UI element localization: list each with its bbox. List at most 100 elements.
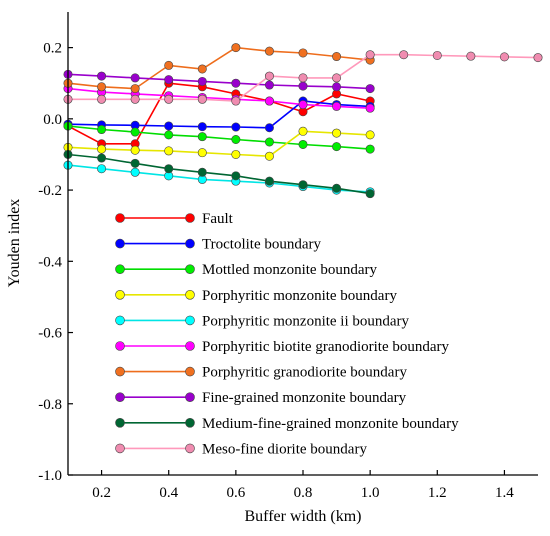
y-tick-label: -0.2: [38, 183, 62, 199]
x-axis-title: Buffer width (km): [244, 508, 361, 525]
data-point: [332, 142, 342, 152]
legend-marker: [185, 238, 195, 249]
axes: 0.2 0.0 -0.2 -0.4 -0.6 -0.8 -1.0 0.2 0.4 0.6 0.8 1…: [6, 12, 538, 525]
data-point: [298, 126, 308, 136]
x-tick-label: 0.2: [92, 485, 111, 501]
data-point: [499, 52, 509, 62]
data-point: [231, 122, 241, 132]
legend-marker: [185, 443, 195, 454]
series-7: [63, 69, 375, 94]
y-tick-label: 0.2: [43, 41, 62, 57]
y-tick-label: -0.6: [38, 326, 62, 342]
data-point: [399, 50, 409, 60]
series-4: [63, 160, 375, 197]
data-point: [97, 82, 107, 92]
legend-item: Troctolite boundary: [115, 237, 322, 253]
data-point: [432, 50, 442, 60]
data-point: [97, 164, 107, 174]
series-line: [67, 130, 371, 158]
data-point: [332, 128, 342, 138]
legend-marker: [115, 238, 125, 249]
data-point: [332, 101, 342, 111]
x-tick-label: 1.2: [428, 485, 447, 501]
legend-marker: [185, 392, 195, 403]
series-line: [67, 153, 371, 195]
data-point: [466, 51, 476, 61]
data-point: [231, 171, 241, 181]
series-8: [63, 149, 375, 199]
series-3: [63, 126, 375, 161]
x-tick-label: 0.8: [294, 485, 313, 501]
series-6: [63, 43, 375, 94]
data-point: [130, 145, 140, 155]
legend-marker: [185, 417, 195, 428]
data-point: [298, 100, 308, 110]
data-point: [365, 144, 375, 154]
data-point: [264, 80, 274, 90]
legend-label: Medium-fine-grained monzonite boundary: [202, 416, 459, 432]
data-point: [365, 189, 375, 199]
series-line: [67, 125, 371, 150]
data-point: [164, 164, 174, 174]
data-point: [197, 64, 207, 74]
series-line: [67, 100, 371, 129]
x-tick-label: 0.6: [226, 485, 245, 501]
data-point: [164, 146, 174, 156]
data-point: [97, 71, 107, 81]
series-line: [67, 46, 371, 90]
legend-item: Porphyritic granodiorite boundary: [115, 365, 407, 381]
legend-marker: [185, 213, 195, 223]
y-tick-label: 0.0: [43, 112, 62, 128]
data-point: [332, 52, 342, 62]
legend-label: Porphyritic monzonite boundary: [202, 288, 397, 304]
legend-label: Porphyritic granodiorite boundary: [202, 365, 407, 381]
data-point: [130, 73, 140, 83]
data-point: [264, 151, 274, 161]
x-tick-label: 1.0: [361, 485, 380, 501]
legend-marker: [115, 392, 125, 403]
series-2: [63, 121, 375, 154]
legend-marker: [115, 341, 125, 351]
data-point: [130, 158, 140, 168]
data-point: [164, 94, 174, 104]
y-ticks: 0.2 0.0 -0.2 -0.4 -0.6 -0.8 -1.0: [38, 41, 73, 484]
legend-marker: [185, 315, 195, 326]
series-9: [63, 50, 543, 106]
data-point: [231, 43, 241, 53]
data-point: [164, 130, 174, 140]
legend-item: Medium-fine-grained monzonite boundary: [115, 416, 459, 432]
data-point: [231, 149, 241, 159]
data-point: [264, 137, 274, 147]
legend-label: Fault: [202, 211, 234, 227]
data-point: [164, 75, 174, 85]
legend-item: Fault: [115, 211, 234, 227]
data-point: [365, 50, 375, 60]
data-point: [197, 76, 207, 86]
data-point: [365, 84, 375, 94]
data-point: [197, 148, 207, 158]
data-point: [231, 96, 241, 106]
legend-item: Meso-fine diorite boundary: [115, 441, 367, 457]
series-line: [67, 73, 371, 90]
legend-label: Porphyritic monzonite ii boundary: [202, 313, 410, 329]
data-point: [164, 121, 174, 131]
legend-label: Fine-grained monzonite boundary: [202, 390, 407, 406]
data-point: [298, 48, 308, 58]
legend-marker: [185, 341, 195, 351]
data-point: [264, 46, 274, 56]
data-point: [264, 71, 274, 81]
legend-marker: [115, 443, 125, 454]
legend: Fault Troctolite boundary Mottled monzonit…: [115, 211, 459, 457]
legend-item: Porphyritic biotite granodiorite boundar…: [115, 339, 450, 355]
data-point: [97, 94, 107, 104]
legend-marker: [115, 417, 125, 428]
legend-label: Porphyritic biotite granodiorite boundar…: [202, 339, 450, 355]
data-point: [264, 176, 274, 186]
legend-marker: [185, 289, 195, 300]
x-tick-label: 0.4: [159, 485, 178, 501]
data-point: [264, 96, 274, 106]
data-point: [130, 84, 140, 94]
data-point: [365, 130, 375, 140]
data-point: [332, 183, 342, 193]
